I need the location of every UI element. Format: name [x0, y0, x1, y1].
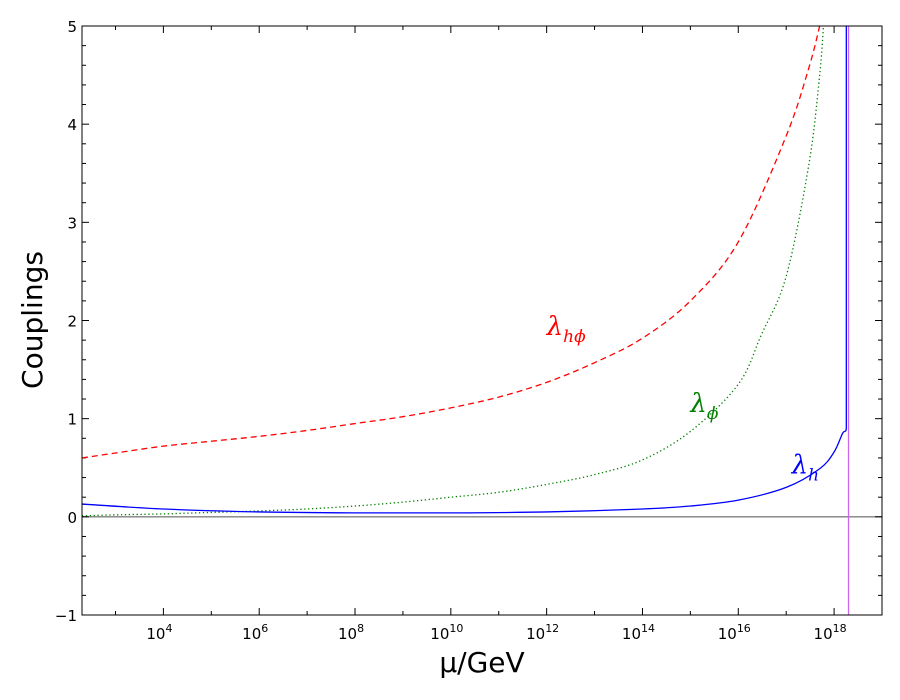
y-tick-label: 1 [67, 411, 77, 429]
y-tick-label: 2 [67, 313, 77, 331]
series-label-lam-hphi: λhϕ [546, 312, 586, 347]
x-tick-base: 10 [338, 625, 357, 643]
series-label-symbol: λ [791, 451, 808, 481]
y-axis-title: Couplings [16, 251, 49, 389]
series-label-symbol: λ [546, 312, 563, 342]
x-tick-exponent: 14 [641, 622, 655, 635]
x-axis: 104 106 108 1010 1012 1014 1016 1018 [146, 26, 847, 643]
series-label-lam-h: λh [791, 451, 819, 486]
x-tick-label: 104 [146, 622, 172, 643]
series-line-lam-h [82, 26, 847, 514]
x-tick-label: 1016 [718, 622, 751, 643]
x-tick-label: 108 [338, 622, 364, 643]
x-tick-base: 10 [622, 625, 641, 643]
x-tick-exponent: 8 [357, 622, 364, 635]
series-label-subscript: h [808, 466, 819, 486]
x-tick-base: 10 [430, 625, 449, 643]
x-tick-label: 1012 [526, 622, 559, 643]
x-tick-exponent: 10 [449, 622, 463, 635]
reference-lines [82, 26, 882, 615]
x-axis-title: μ/GeV [439, 646, 524, 679]
series-label-subscript: hϕ [563, 327, 586, 347]
x-tick-base: 10 [242, 625, 261, 643]
x-tick-base: 10 [526, 625, 545, 643]
x-tick-base: 10 [814, 625, 833, 643]
minor-ticks [82, 26, 883, 615]
x-tick-exponent: 16 [737, 622, 751, 635]
x-tick-label: 1010 [430, 622, 463, 643]
series-layer [82, 26, 847, 517]
x-tick-label: 1018 [814, 622, 847, 643]
series-line-lam-hphi [82, 26, 821, 459]
x-tick-base: 10 [146, 625, 165, 643]
x-tick-exponent: 18 [833, 622, 847, 635]
series-label-subscript: ϕ [707, 404, 719, 424]
series-label-symbol: λ [689, 389, 706, 419]
y-tick-label: 5 [67, 18, 77, 36]
x-tick-exponent: 6 [261, 622, 268, 635]
x-tick-exponent: 4 [165, 622, 172, 635]
y-tick-label: 4 [67, 116, 77, 134]
x-tick-label: 1014 [622, 622, 655, 643]
series-label-lam-phi: λϕ [689, 389, 718, 424]
y-tick-label: 0 [67, 509, 77, 527]
y-tick-label: −1 [55, 607, 77, 625]
y-axis: −1 0 1 2 3 4 5 [55, 18, 882, 625]
y-tick-label: 3 [67, 214, 77, 232]
x-tick-base: 10 [718, 625, 737, 643]
x-tick-label: 106 [242, 622, 268, 643]
x-tick-exponent: 12 [545, 622, 559, 635]
